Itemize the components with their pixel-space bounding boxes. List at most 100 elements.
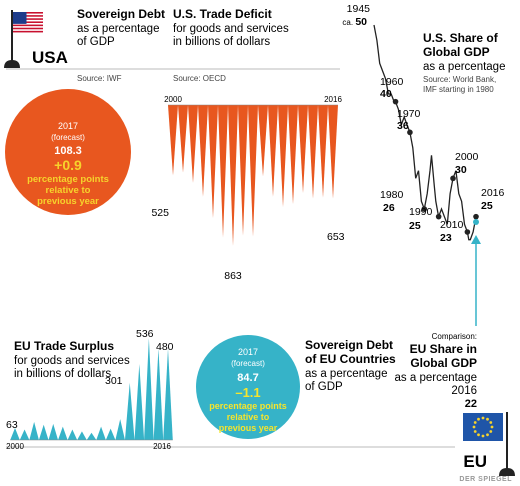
gdp-share-value-label: 26 <box>383 202 395 214</box>
eu-debt-change-text-1: percentage points <box>209 401 287 411</box>
trade-deficit-spike <box>278 105 288 207</box>
gdp-share-value-label: 30 <box>455 164 467 176</box>
gdp-share-value-label: 23 <box>440 232 452 244</box>
usa-debt-value: 108.3 <box>54 145 82 157</box>
eu-surplus-spike <box>10 428 20 440</box>
trade-deficit-spike <box>238 105 248 236</box>
eu-debt-change-text-2: relative to <box>227 412 270 422</box>
trade-deficit-spike <box>218 105 228 238</box>
gdp-share-source-line1: Source: World Bank, <box>423 75 496 84</box>
eu-surplus-x-tick-end: 2016 <box>153 442 171 451</box>
trade-deficit-spike <box>198 105 208 197</box>
trade-deficit-spike <box>328 105 338 199</box>
eu-debt-circle: 2017 (forecast) 84.7 –1.1 percentage poi… <box>196 335 300 439</box>
usa-debt-circle-bg <box>5 89 131 215</box>
usa-debt-change-text-3: previous year <box>37 196 99 207</box>
eu-star-icon <box>486 417 489 421</box>
trade-deficit-source: Source: OECD <box>173 74 226 83</box>
eu-surplus-spike <box>124 382 135 440</box>
gdp-share-year-label: 1980 <box>380 189 404 201</box>
gdp-share-value-label: 36 <box>397 120 409 132</box>
trade-deficit-x-tick-start: 2000 <box>164 95 182 104</box>
comparison-subtitle-line2: 2016 <box>451 385 477 397</box>
eu-surplus-data-label: 480 <box>156 341 174 353</box>
eu-comparison-marker <box>473 219 479 225</box>
eu-debt-value: 84.7 <box>237 372 258 384</box>
trade-deficit-data-label: 525 <box>151 207 169 219</box>
trade-deficit-title: U.S. Trade Deficit <box>173 7 272 21</box>
eu-debt-year: 2017 <box>238 347 258 357</box>
eu-debt-title-line2: of EU Countries <box>305 352 396 366</box>
trade-deficit-spike <box>248 105 258 237</box>
trade-deficit-spike <box>168 105 178 176</box>
eu-surplus-spike <box>67 429 78 440</box>
gdp-share-point <box>407 129 413 136</box>
eu-surplus-spike <box>134 363 145 440</box>
eu-surplus-spike <box>115 419 125 440</box>
eu-debt-title-line1: Sovereign Debt <box>305 338 393 352</box>
gdp-share-year-label: 1990 <box>409 206 433 218</box>
gdp-share-year-label: 2010 <box>440 219 464 231</box>
eu-star-icon <box>477 433 480 437</box>
gdp-share-year-label: 1970 <box>397 108 421 120</box>
eu-surplus-spike <box>86 432 97 440</box>
gdp-share-value-label: 25 <box>409 220 421 232</box>
eu-surplus-data-label: 536 <box>136 328 154 340</box>
gdp-share-start-year: 1945 <box>347 3 371 15</box>
eu-surplus-spike <box>58 426 68 440</box>
eu-star-icon <box>473 421 477 424</box>
gdp-share-point <box>421 206 428 212</box>
trade-deficit-spike <box>178 105 188 173</box>
trade-deficit-data-label: 863 <box>224 270 242 282</box>
usa-debt-subtitle-line2: of GDP <box>77 36 115 48</box>
eu-surplus-spike <box>163 348 173 440</box>
trade-deficit-x-tick-end: 2016 <box>324 95 342 104</box>
usa-debt-change: +0.9 <box>54 157 82 173</box>
eu-star-icon <box>477 417 480 421</box>
usa-debt-change-text-2: relative to <box>46 185 91 196</box>
trade-deficit-chart: 2000 2016 525 863 653 <box>151 95 344 282</box>
usa-debt-subtitle-line1: as a percentage <box>77 23 159 35</box>
eu-star-icon <box>481 416 485 420</box>
trade-deficit-spike <box>308 105 318 199</box>
eu-surplus-spike <box>19 429 30 440</box>
eu-surplus-spike <box>153 348 164 440</box>
eu-surplus-spike <box>144 338 154 440</box>
trade-deficit-spike <box>228 105 238 246</box>
trade-deficit-spike <box>188 105 198 183</box>
eu-surplus-spike <box>48 423 59 440</box>
gdp-share-value-label: 40 <box>380 88 392 100</box>
usa-debt-circle: 2017 (forecast) 108.3 +0.9 percentage po… <box>5 89 131 215</box>
eu-country-label: EU <box>463 452 487 471</box>
gdp-share-point <box>464 229 471 235</box>
trade-deficit-spike <box>298 105 308 194</box>
trade-deficit-spike <box>318 105 328 198</box>
gdp-share-year-label: 2016 <box>481 187 505 199</box>
comparison-subtitle-line1: as a percentage <box>395 372 477 384</box>
gdp-share-year-label: 1960 <box>380 76 404 88</box>
gdp-share-point <box>392 98 399 105</box>
usa-flag-icon <box>4 10 43 68</box>
gdp-share-line <box>373 24 477 241</box>
eu-surplus-data-label: 63 <box>6 419 18 431</box>
eu-surplus-spike <box>38 424 49 440</box>
usa-country-label: USA <box>32 48 68 67</box>
eu-debt-forecast: (forecast) <box>231 359 265 368</box>
trade-deficit-spike <box>258 105 268 177</box>
eu-surplus-spike <box>105 428 116 440</box>
gdp-share-start-value: ca. 50 <box>342 16 367 28</box>
comparison-value: 22 <box>465 398 477 410</box>
eu-surplus-x-tick-start: 2000 <box>6 442 24 451</box>
eu-flag-icon <box>463 412 515 476</box>
eu-star-icon <box>489 430 493 433</box>
eu-surplus-title: EU Trade Surplus <box>14 339 114 353</box>
eu-debt-change-text-3: previous year <box>219 423 278 433</box>
eu-surplus-spike <box>77 431 87 440</box>
eu-debt-subtitle-line2: of GDP <box>305 381 343 393</box>
eu-star-icon <box>490 425 494 429</box>
eu-star-icon <box>481 434 485 438</box>
gdp-share-point <box>435 213 442 220</box>
